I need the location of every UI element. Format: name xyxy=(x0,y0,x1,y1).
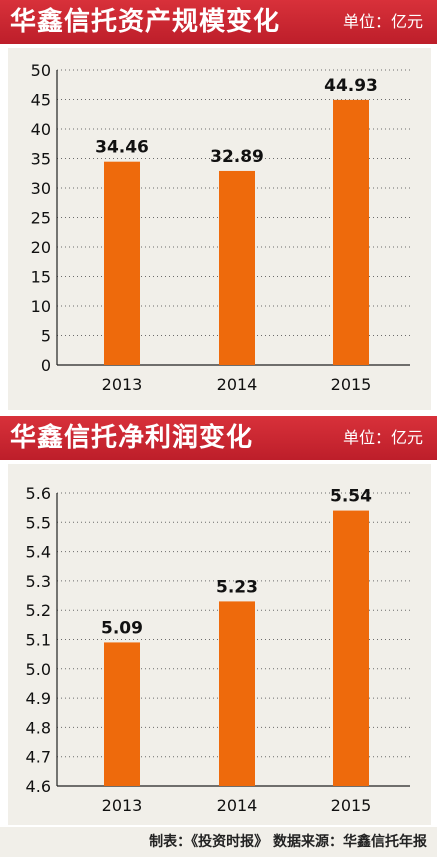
chart2-bar-2014 xyxy=(219,601,255,786)
source-footer: 制表：《投资时报》 数据来源：华鑫信托年报 xyxy=(0,827,437,857)
chart2-bar-2013 xyxy=(104,642,140,786)
chart1-ytick-label: 0 xyxy=(41,356,51,375)
chart1-panel: 0 5 10 15 20 25 30 35 40 45 50 34.46 2013 32.89 2014 44… xyxy=(8,48,431,410)
chart1-ytick-label: 35 xyxy=(31,150,51,169)
chart2-ytick-label: 5.2 xyxy=(26,601,51,620)
chart2-plot: 4.6 4.7 4.8 4.9 5.0 5.1 5.2 5.3 5.4 5.5 5.6 5.09 201… xyxy=(26,484,410,815)
chart1-ytick-label: 40 xyxy=(31,120,51,139)
chart2-ytick-label: 5.1 xyxy=(26,631,51,650)
chart2-category-label: 2013 xyxy=(102,796,143,815)
chart2-ytick-label: 4.6 xyxy=(26,777,51,796)
chart2-title: 华鑫信托净利润变化 xyxy=(10,423,254,453)
chart1-value-label: 32.89 xyxy=(210,147,264,167)
chart2-panel: 4.6 4.7 4.8 4.9 5.0 5.1 5.2 5.3 5.4 5.5 5.6 5.09 201… xyxy=(8,464,431,825)
chart1-ytick-label: 45 xyxy=(31,91,51,110)
chart1-category-label: 2013 xyxy=(102,375,143,394)
chart2-category-label: 2015 xyxy=(331,796,372,815)
chart1-category-label: 2015 xyxy=(331,375,372,394)
chart1-category-label: 2014 xyxy=(217,375,258,394)
chart2-ytick-label: 4.7 xyxy=(26,748,51,767)
chart1-value-label: 34.46 xyxy=(95,138,149,158)
chart2-ytick-label: 5.4 xyxy=(26,543,51,562)
chart2-ytick-label: 5.3 xyxy=(26,572,51,591)
chart2-header-banner: 华鑫信托净利润变化 单位：亿元 xyxy=(0,416,437,460)
chart1-bar-2015 xyxy=(333,99,369,365)
chart2-value-label: 5.54 xyxy=(330,487,372,507)
chart1-ytick-label: 20 xyxy=(31,238,51,257)
chart2-unit: 单位：亿元 xyxy=(342,428,423,447)
chart1-ytick-label: 30 xyxy=(31,179,51,198)
chart1-ytick-label: 10 xyxy=(31,297,51,316)
chart1-ytick-label: 5 xyxy=(41,327,51,346)
chart1-header-banner: 华鑫信托资产规模变化 单位：亿元 xyxy=(0,0,437,44)
chart2-ytick-label: 5.6 xyxy=(26,484,51,503)
chart2-bar-2015 xyxy=(333,510,369,786)
chart1-bar-2014 xyxy=(219,170,255,365)
chart1-ytick-label: 15 xyxy=(31,268,51,287)
chart2-value-label: 5.23 xyxy=(216,577,258,597)
chart1-ytick-label: 50 xyxy=(31,61,51,80)
chart1-ytick-label: 25 xyxy=(31,209,51,228)
chart2-ytick-label: 5.5 xyxy=(26,513,51,532)
chart1-plot: 0 5 10 15 20 25 30 35 40 45 50 34.46 2013 32.89 2014 44… xyxy=(31,61,410,394)
chart2-ytick-label: 5.0 xyxy=(26,660,51,679)
source-credit: 制表：《投资时报》 数据来源：华鑫信托年报 xyxy=(149,834,427,850)
chart2-ytick-label: 4.9 xyxy=(26,689,51,708)
chart2-category-label: 2014 xyxy=(217,796,258,815)
chart2-ytick-label: 4.8 xyxy=(26,718,51,737)
chart2-value-label: 5.09 xyxy=(101,618,143,638)
chart1-value-label: 44.93 xyxy=(324,76,378,96)
chart1-bar-2013 xyxy=(104,161,140,365)
chart1-unit: 单位：亿元 xyxy=(342,12,423,31)
chart1-title: 华鑫信托资产规模变化 xyxy=(10,7,281,37)
